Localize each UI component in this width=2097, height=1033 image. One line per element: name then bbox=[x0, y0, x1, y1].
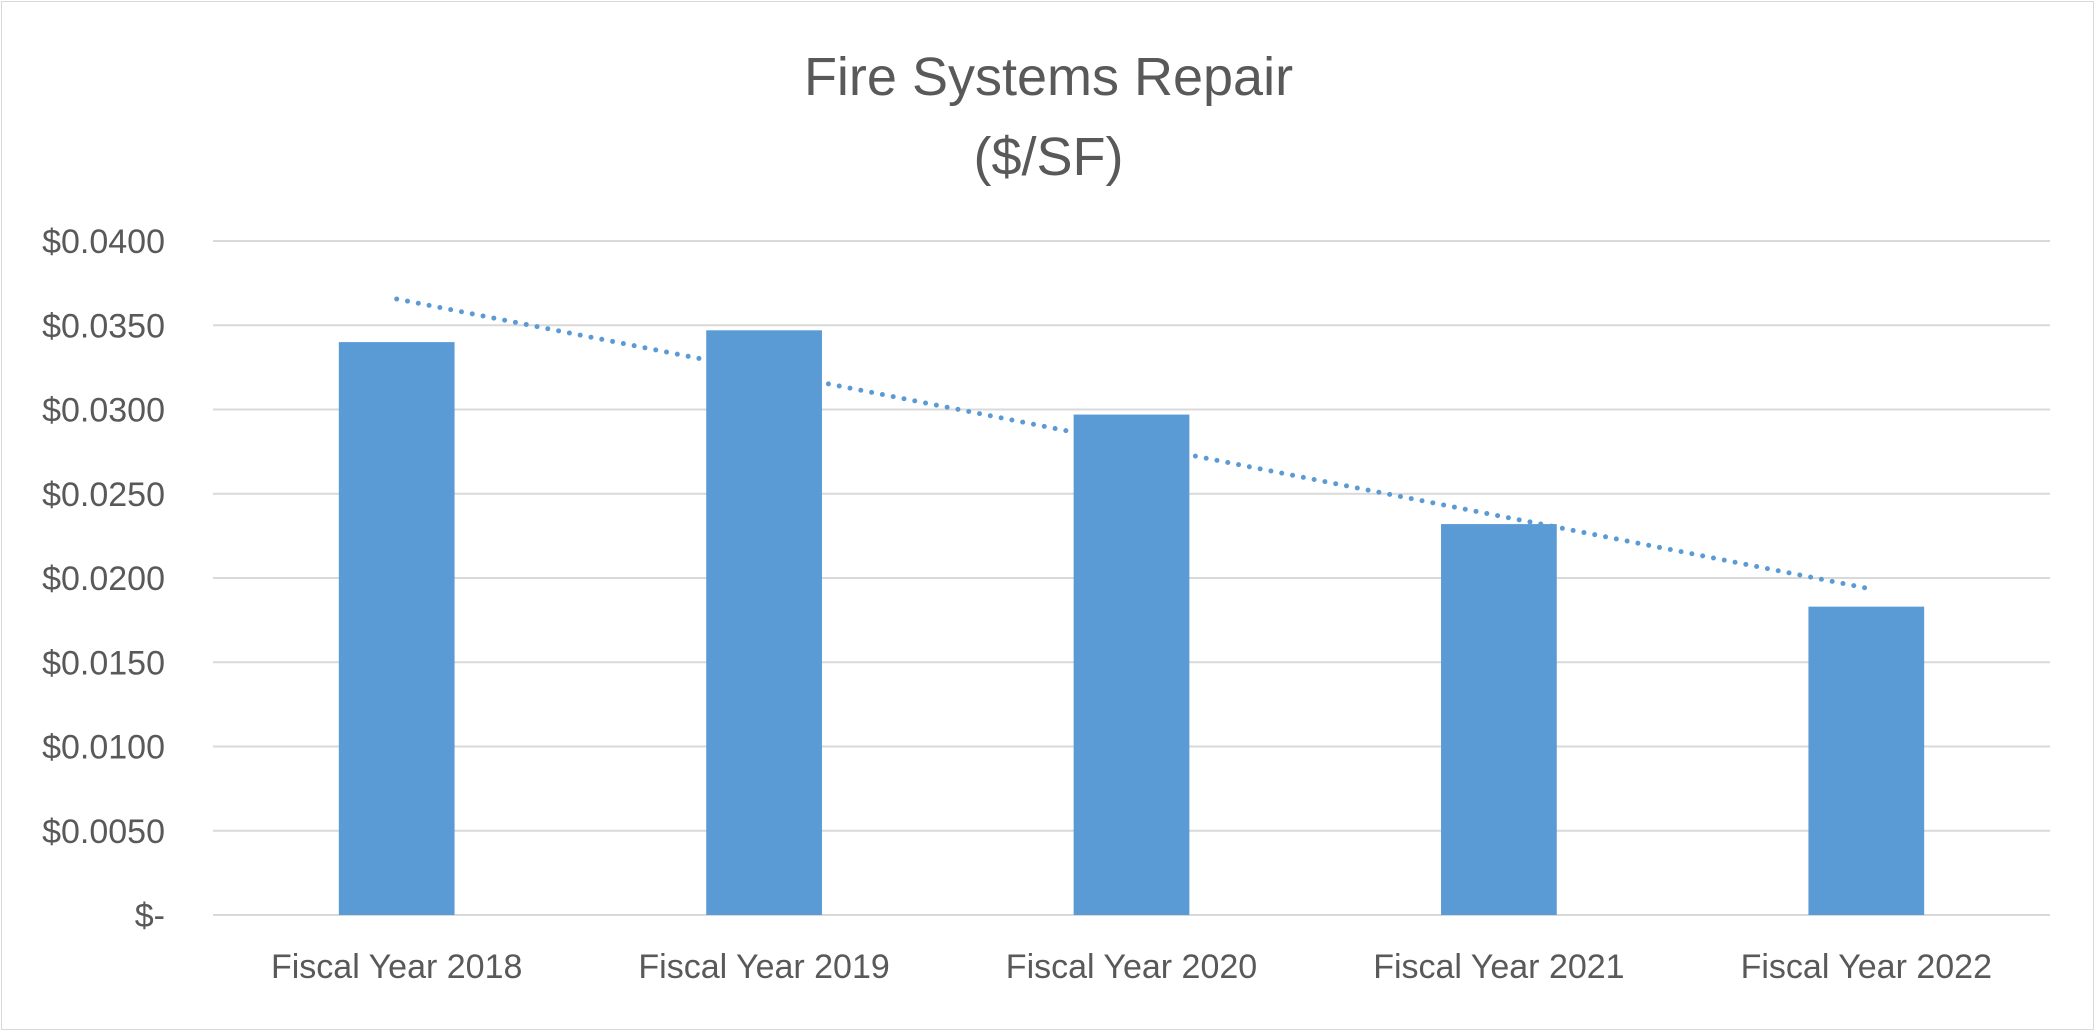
y-tick-label: $0.0100 bbox=[42, 729, 165, 767]
trendline bbox=[394, 296, 1869, 591]
y-tick-label: $0.0250 bbox=[42, 476, 165, 514]
x-axis-ticks: Fiscal Year 2018 Fiscal Year 2019 Fiscal Y… bbox=[271, 948, 1992, 986]
y-tick-label: $- bbox=[135, 897, 165, 935]
y-tick-label: $0.0200 bbox=[42, 560, 165, 598]
y-tick-label: $0.0350 bbox=[42, 307, 165, 345]
bar bbox=[1441, 524, 1557, 915]
y-axis-ticks: $- $0.0050 $0.0100 $0.0150 $0.0200 $0.0250 $0.… bbox=[42, 223, 165, 935]
bars bbox=[338, 330, 1925, 916]
y-tick-label: $0.0300 bbox=[42, 392, 165, 430]
bar bbox=[706, 330, 822, 915]
x-tick-label: Fiscal Year 2019 bbox=[638, 948, 889, 986]
chart-title: Fire Systems Repair bbox=[803, 47, 1294, 107]
bar bbox=[1808, 606, 1925, 915]
x-tick-label: Fiscal Year 2018 bbox=[271, 948, 522, 986]
x-tick-label: Fiscal Year 2022 bbox=[1741, 948, 1992, 986]
y-tick-label: $0.0150 bbox=[42, 644, 165, 682]
chart-subtitle: ($/SF) bbox=[973, 127, 1124, 187]
x-tick-label: Fiscal Year 2020 bbox=[1006, 948, 1257, 986]
y-tick-label: $0.0050 bbox=[42, 813, 165, 851]
y-tick-label: $0.0400 bbox=[42, 223, 165, 261]
bar bbox=[1073, 414, 1190, 915]
trendline-line bbox=[394, 296, 1869, 591]
bar bbox=[338, 342, 455, 916]
x-tick-label: Fiscal Year 2021 bbox=[1373, 948, 1624, 986]
